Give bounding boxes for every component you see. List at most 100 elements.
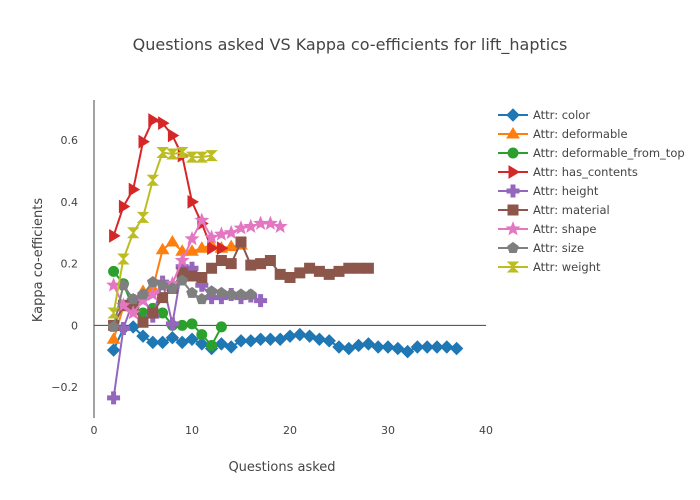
data-point bbox=[204, 229, 220, 244]
data-point bbox=[264, 255, 276, 267]
legend-marker bbox=[507, 204, 519, 216]
data-point bbox=[274, 268, 286, 280]
data-point bbox=[186, 270, 198, 282]
data-point bbox=[118, 199, 131, 214]
y-tick-label: 0.2 bbox=[61, 258, 79, 271]
data-point bbox=[165, 331, 180, 345]
y-tick-label: −0.2 bbox=[51, 381, 78, 394]
legend-item: Attr: height bbox=[498, 184, 599, 198]
data-point bbox=[195, 278, 209, 292]
legend-label: Attr: weight bbox=[533, 260, 601, 274]
data-point bbox=[128, 182, 141, 197]
data-point bbox=[215, 286, 228, 298]
data-point bbox=[206, 339, 218, 351]
data-point bbox=[158, 116, 170, 131]
data-point bbox=[196, 329, 208, 341]
data-point bbox=[166, 282, 179, 294]
data-point bbox=[126, 227, 140, 239]
x-tick-label: 10 bbox=[185, 424, 199, 437]
data-point bbox=[215, 321, 227, 333]
data-point bbox=[167, 128, 180, 143]
series-shape bbox=[106, 212, 288, 320]
data-point bbox=[194, 212, 210, 227]
data-point bbox=[235, 288, 247, 300]
data-point bbox=[262, 215, 278, 230]
data-point bbox=[205, 285, 218, 297]
data-point bbox=[272, 218, 288, 233]
data-point bbox=[174, 252, 190, 267]
data-point bbox=[294, 267, 306, 279]
legend-item: Attr: size bbox=[498, 241, 584, 255]
legend-marker bbox=[506, 261, 520, 273]
data-point bbox=[313, 265, 325, 277]
data-point bbox=[225, 258, 237, 270]
data-point bbox=[333, 265, 345, 277]
legend-item: Attr: deformable_from_top bbox=[498, 146, 685, 160]
data-point bbox=[214, 337, 229, 351]
data-point bbox=[157, 292, 169, 304]
data-point bbox=[253, 332, 268, 346]
data-point bbox=[165, 317, 179, 331]
data-point bbox=[156, 146, 169, 158]
legend-marker bbox=[506, 184, 520, 198]
x-tick-label: 30 bbox=[381, 424, 395, 437]
data-point bbox=[194, 241, 209, 253]
data-point bbox=[137, 288, 149, 300]
data-point bbox=[284, 272, 296, 284]
legend-marker bbox=[506, 127, 520, 139]
data-point bbox=[263, 332, 278, 346]
x-tick-label: 0 bbox=[91, 424, 98, 437]
legend-label: Attr: has_contents bbox=[533, 165, 638, 179]
data-point bbox=[106, 343, 121, 357]
data-point bbox=[323, 268, 335, 280]
data-point bbox=[353, 262, 365, 274]
legend-item: Attr: deformable bbox=[498, 127, 628, 141]
data-point bbox=[361, 337, 376, 351]
data-point bbox=[449, 341, 464, 356]
data-point bbox=[215, 255, 227, 267]
legend-item: Attr: weight bbox=[498, 260, 601, 274]
data-point bbox=[371, 340, 385, 354]
data-point bbox=[273, 332, 287, 346]
legend: Attr: color Attr: deformable Attr: deforma… bbox=[498, 108, 685, 274]
data-point bbox=[147, 307, 159, 319]
data-point bbox=[106, 332, 121, 344]
data-point bbox=[195, 337, 209, 351]
legend-marker bbox=[508, 165, 520, 179]
data-point bbox=[312, 332, 327, 346]
data-point bbox=[207, 241, 219, 256]
data-point bbox=[440, 340, 454, 354]
data-point bbox=[244, 288, 257, 300]
data-point bbox=[362, 262, 374, 274]
data-point bbox=[223, 224, 239, 240]
data-point bbox=[224, 340, 238, 354]
legend-marker bbox=[507, 147, 519, 159]
legend-item: Attr: color bbox=[498, 108, 590, 122]
data-point bbox=[175, 335, 189, 350]
y-tick-label: 0.4 bbox=[61, 196, 79, 209]
data-point bbox=[107, 307, 120, 319]
data-point bbox=[146, 174, 160, 186]
data-point bbox=[166, 148, 179, 160]
legend-label: Attr: size bbox=[533, 241, 584, 255]
data-point bbox=[175, 146, 189, 158]
data-point bbox=[332, 340, 346, 354]
legend-label: Attr: material bbox=[533, 203, 610, 217]
data-point bbox=[420, 340, 434, 354]
data-point bbox=[127, 293, 140, 305]
legend-label: Attr: color bbox=[533, 108, 590, 122]
plot-area: 0 10 20 30 40 −0.2 0 0.2 0.4 0.6 bbox=[51, 100, 493, 437]
data-point bbox=[156, 279, 169, 291]
data-point bbox=[381, 340, 395, 354]
data-point bbox=[107, 391, 121, 405]
data-point bbox=[245, 259, 257, 271]
data-point bbox=[206, 262, 218, 274]
y-tick-label: 0.6 bbox=[61, 134, 79, 147]
data-point bbox=[400, 344, 415, 359]
data-point bbox=[148, 113, 160, 127]
data-point bbox=[342, 341, 356, 356]
data-point bbox=[205, 150, 218, 162]
legend-label: Attr: height bbox=[533, 184, 599, 198]
data-point bbox=[108, 265, 120, 277]
